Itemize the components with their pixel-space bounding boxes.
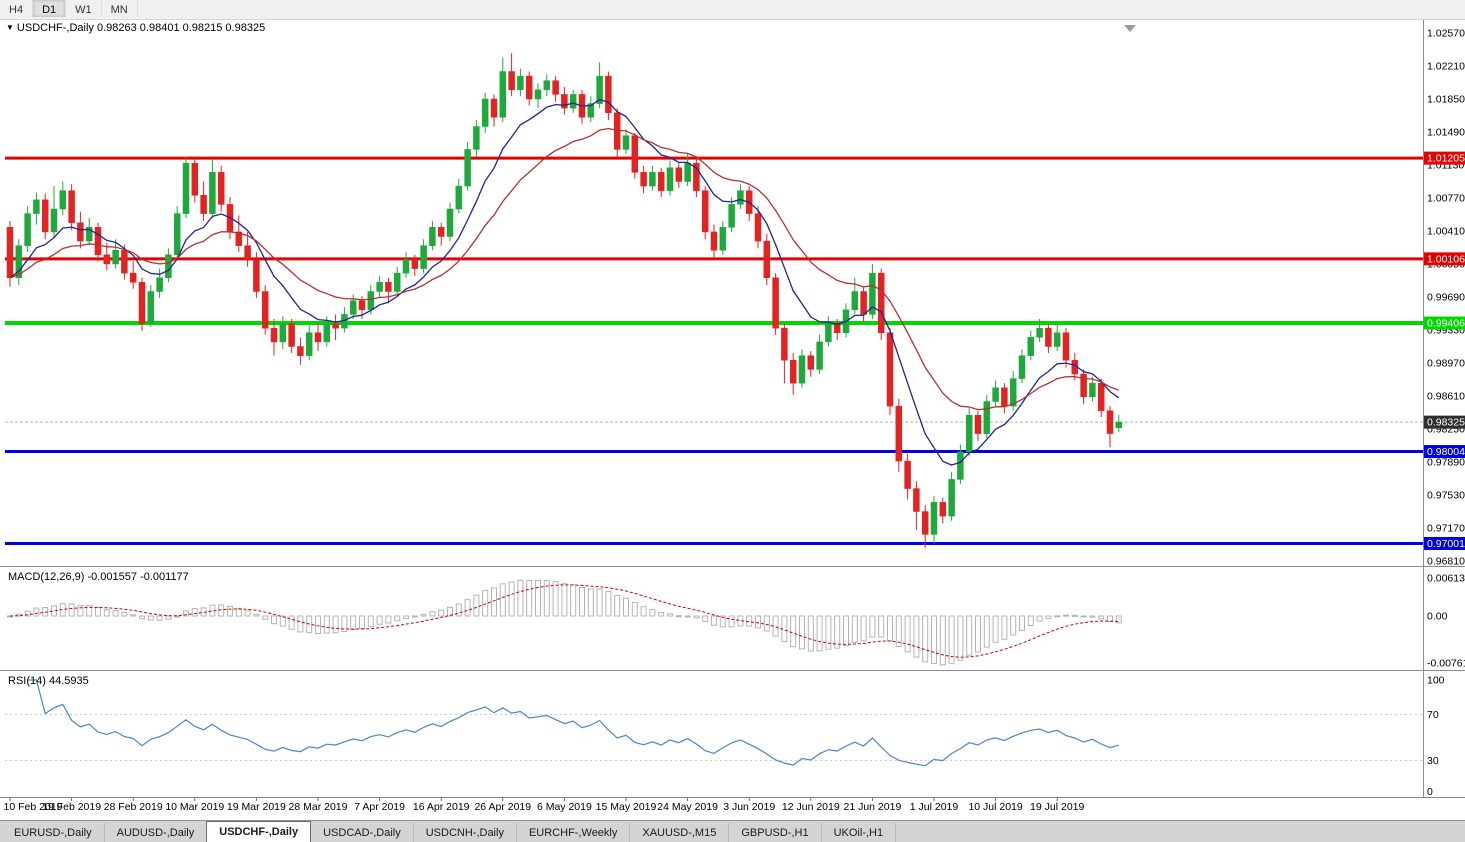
price-axis[interactable]: [1423, 19, 1465, 797]
svg-text:1.02570: 1.02570: [1427, 28, 1465, 40]
svg-text:6 May 2019: 6 May 2019: [537, 801, 592, 813]
svg-text:15 May 2019: 15 May 2019: [596, 801, 657, 813]
chart-window: 1.025701.022101.018501.014901.011301.007…: [0, 19, 1465, 820]
timeframe-button-w1[interactable]: W1: [66, 0, 102, 17]
tab-usdchf-daily[interactable]: USDCHF-,Daily: [206, 821, 312, 842]
ma-fast-line: [9, 98, 1120, 466]
level-price-label-0.97001: 0.97001: [1424, 536, 1465, 550]
macd-signal-line: [9, 584, 1119, 658]
chart-plot-area[interactable]: [0, 19, 1423, 566]
tab-xauusd-m15[interactable]: XAUUSD-,M15: [630, 823, 730, 842]
svg-text:30: 30: [1427, 755, 1439, 767]
svg-text:100: 100: [1427, 675, 1445, 687]
rsi-line: [27, 679, 1119, 767]
svg-text:0.97001: 0.97001: [1427, 538, 1465, 550]
svg-text:0.97530: 0.97530: [1427, 490, 1465, 502]
level-price-label-1.00106: 1.00106: [1424, 252, 1465, 266]
svg-text:1.02210: 1.02210: [1427, 61, 1465, 73]
svg-text:0.00: 0.00: [1427, 611, 1448, 623]
svg-text:1.01850: 1.01850: [1427, 94, 1465, 106]
chart-title: ▼ USDCHF-,Daily 0.98263 0.98401 0.98215 0…: [6, 22, 265, 34]
level-price-label-1.01205: 1.01205: [1424, 151, 1465, 165]
svg-text:1.01490: 1.01490: [1427, 127, 1465, 139]
timeframe-toolbar: H4 D1 W1 MN: [0, 0, 1465, 20]
svg-text:0.98325: 0.98325: [1427, 417, 1465, 429]
tab-eurusd-daily[interactable]: EURUSD-,Daily: [2, 823, 105, 842]
svg-text:1.00410: 1.00410: [1427, 226, 1465, 238]
chart-dropdown-icon: ▼: [6, 23, 14, 32]
svg-text:70: 70: [1427, 709, 1439, 721]
tab-gbpusd-h1[interactable]: GBPUSD-,H1: [729, 823, 822, 842]
svg-text:1.00106: 1.00106: [1427, 253, 1465, 265]
svg-text:16 Apr 2019: 16 Apr 2019: [413, 801, 470, 813]
svg-text:26 Apr 2019: 26 Apr 2019: [474, 801, 531, 813]
svg-text:0.98970: 0.98970: [1427, 358, 1465, 370]
time-axis-labels: 10 Feb 201919 Feb 201928 Feb 201910 Mar …: [4, 798, 1085, 813]
svg-text:28 Feb 2019: 28 Feb 2019: [104, 801, 163, 813]
timeframe-button-h4[interactable]: H4: [0, 0, 34, 17]
svg-text:0.96810: 0.96810: [1427, 556, 1465, 568]
time-axis[interactable]: [0, 798, 1465, 820]
svg-text:0: 0: [1427, 786, 1433, 798]
chart-shift-marker-icon[interactable]: [1124, 25, 1136, 32]
svg-text:0.97170: 0.97170: [1427, 523, 1465, 535]
rsi-indicator-label: RSI(14) 44.5935: [8, 675, 89, 687]
svg-text:19 Feb 2019: 19 Feb 2019: [42, 801, 101, 813]
svg-text:0.97890: 0.97890: [1427, 457, 1465, 469]
svg-text:24 May 2019: 24 May 2019: [657, 801, 718, 813]
svg-text:7 Apr 2019: 7 Apr 2019: [354, 801, 405, 813]
timeframe-button-mn[interactable]: MN: [102, 0, 138, 17]
chart-title-text: USDCHF-,Daily 0.98263 0.98401 0.98215 0.…: [16, 22, 266, 34]
current-price-label: 0.98325: [1424, 415, 1465, 429]
candlesticks: [6, 53, 1123, 549]
macd-indicator-label: MACD(12,26,9) -0.001557 -0.001177: [8, 571, 189, 583]
svg-text:10 Jul 2019: 10 Jul 2019: [968, 801, 1022, 813]
tab-usdcad-daily[interactable]: USDCAD-,Daily: [311, 823, 414, 842]
svg-text:0.98004: 0.98004: [1427, 446, 1465, 458]
svg-text:1.01205: 1.01205: [1427, 153, 1465, 165]
svg-text:10 Feb 2019: 10 Feb 2019: [4, 801, 63, 813]
level-price-label-0.98004: 0.98004: [1424, 445, 1465, 459]
chart-tabs-bar: EURUSD-,Daily AUDUSD-,Daily USDCHF-,Daily U…: [0, 820, 1465, 842]
macd-panel[interactable]: [0, 567, 1423, 670]
svg-text:3 Jun 2019: 3 Jun 2019: [723, 801, 775, 813]
svg-text:1 Jul 2019: 1 Jul 2019: [910, 801, 959, 813]
svg-text:-0.007612: -0.007612: [1427, 658, 1465, 670]
macd-histogram: [7, 579, 1122, 666]
svg-text:0.99690: 0.99690: [1427, 292, 1465, 304]
svg-text:19 Jul 2019: 19 Jul 2019: [1030, 801, 1084, 813]
svg-text:10 Mar 2019: 10 Mar 2019: [165, 801, 224, 813]
svg-text:0.98610: 0.98610: [1427, 391, 1465, 403]
svg-text:21 Jun 2019: 21 Jun 2019: [843, 801, 901, 813]
svg-text:1.00770: 1.00770: [1427, 193, 1465, 205]
tab-ukoil-h1[interactable]: UKOil-,H1: [822, 823, 897, 842]
rsi-panel[interactable]: [0, 671, 1423, 797]
timeframe-button-d1[interactable]: D1: [33, 0, 67, 17]
svg-text:28 Mar 2019: 28 Mar 2019: [289, 801, 348, 813]
chart-background: [0, 19, 1465, 820]
macd-axis-ticks: 0.00613 0.00 -0.007612: [1427, 572, 1465, 669]
tab-usdcnh-daily[interactable]: USDCNH-,Daily: [414, 823, 517, 842]
tab-eurchf-weekly[interactable]: EURCHF-,Weekly: [517, 823, 631, 842]
level-price-label-0.99406: 0.99406: [1424, 316, 1465, 330]
price-axis-ticks: 1.025701.022101.018501.014901.011301.007…: [1427, 28, 1465, 568]
svg-text:12 Jun 2019: 12 Jun 2019: [782, 801, 840, 813]
svg-text:0.00613: 0.00613: [1427, 572, 1465, 584]
svg-text:19 Mar 2019: 19 Mar 2019: [227, 801, 286, 813]
ma-slow-line: [9, 127, 1120, 411]
rsi-axis-ticks: 100 70 30 0: [1427, 675, 1445, 799]
svg-text:0.99406: 0.99406: [1427, 318, 1465, 330]
tab-audusd-daily[interactable]: AUDUSD-,Daily: [105, 823, 208, 842]
